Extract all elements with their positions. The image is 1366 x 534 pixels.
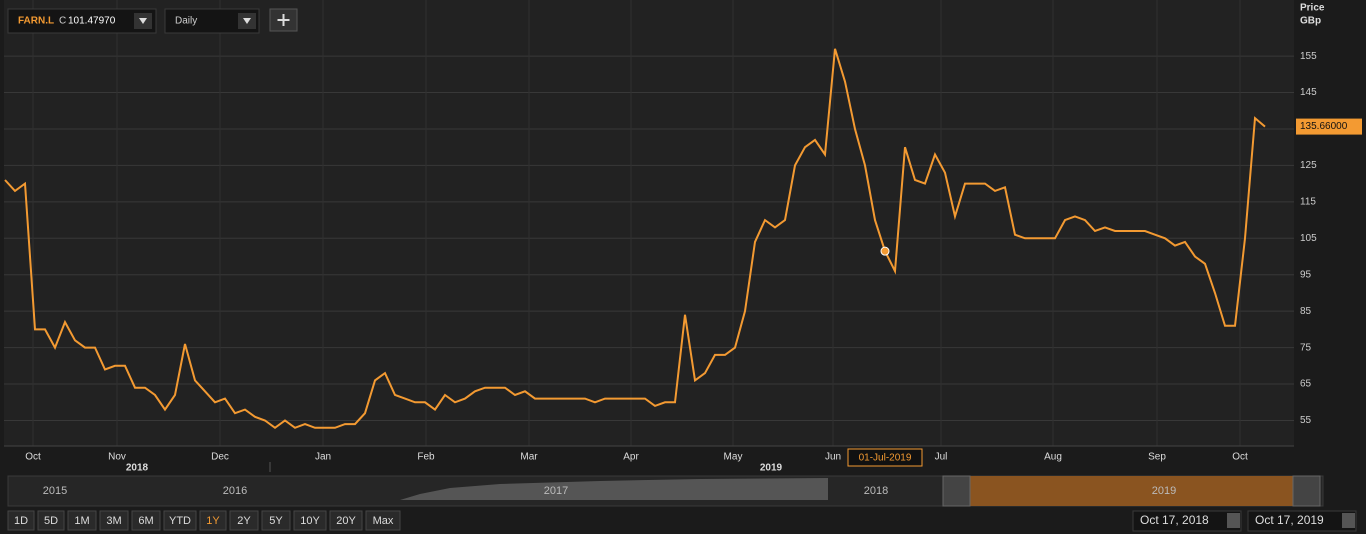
range-button-bg[interactable] (261, 510, 291, 531)
range-button[interactable]: 2Y (229, 510, 259, 531)
navigator-labels: 2015 2016 2017 2018 2019 (43, 485, 1176, 497)
navigator-year: 2015 (43, 485, 67, 497)
y-tick-label: 125 (1300, 160, 1317, 171)
range-button-label: 10Y (300, 515, 320, 527)
range-button-label: 3M (106, 515, 121, 527)
x-tick-label: Oct (1232, 452, 1248, 463)
close-prefix: C (59, 16, 66, 27)
y-tick-label: 55 (1300, 415, 1312, 426)
navigator-selection[interactable] (970, 476, 1293, 506)
y-axis-title: Price (1300, 3, 1325, 14)
navigator-year: 2016 (223, 485, 247, 497)
y-tick-label: 65 (1300, 379, 1312, 390)
interval: Daily (175, 16, 197, 27)
range-button[interactable]: 20Y (329, 510, 363, 531)
x-tick-label: Oct (25, 452, 41, 463)
x-tick-label: May (724, 452, 743, 463)
range-button-bg[interactable] (163, 510, 197, 531)
y-axis-unit: GBp (1300, 16, 1321, 27)
crosshair-date-box (847, 448, 923, 467)
range-button-label: 20Y (336, 515, 356, 527)
range-button-bg[interactable] (229, 510, 259, 531)
range-button-bg[interactable] (131, 510, 161, 531)
range-button[interactable]: 1D (7, 510, 35, 531)
last-price-box (1296, 118, 1362, 135)
x-tick-label: Sep (1148, 452, 1166, 463)
plus-icon (277, 14, 290, 26)
date-from-box[interactable] (1132, 510, 1242, 532)
x-tick-label: Jul (935, 452, 948, 463)
calendar-icon[interactable] (1227, 513, 1240, 528)
range-button-bg[interactable] (37, 510, 65, 531)
range-button[interactable]: 1Y (199, 510, 227, 531)
crosshair-point (880, 246, 890, 256)
close-value: 101.47970 (68, 16, 116, 27)
navigator-volume (400, 478, 828, 500)
range-button-label: Max (373, 515, 394, 527)
range-button[interactable]: 6M (131, 510, 161, 531)
range-button-label: 6M (138, 515, 153, 527)
y-tick-label: 145 (1300, 87, 1317, 98)
date-from: Oct 17, 2018 (1140, 513, 1209, 527)
x-tick-label: Jun (825, 452, 841, 463)
range-button-label: 1Y (206, 515, 220, 527)
year-label: 2019 (760, 463, 783, 474)
range-buttons: 1D 5D 1M 3M 6M YTD 1Y 2Y 5Y 10Y 20Y Max (7, 510, 401, 531)
crosshair-date: 01-Jul-2019 (859, 453, 912, 464)
range-button-label: 1D (14, 515, 28, 527)
dropdown-arrow (139, 18, 147, 24)
date-to: Oct 17, 2019 (1255, 513, 1324, 527)
x-tick-label: Nov (108, 452, 126, 463)
y-tick-label: 85 (1300, 306, 1312, 317)
navigator-year: 2017 (544, 485, 568, 497)
range-button[interactable]: 5D (37, 510, 65, 531)
x-tick-label: Aug (1044, 452, 1062, 463)
range-button[interactable]: YTD (163, 510, 197, 531)
plot-area (4, 0, 1294, 446)
navigator-year: 2019 (1152, 485, 1176, 497)
x-tick-label: Mar (520, 452, 538, 463)
y-tick-label: 75 (1300, 342, 1312, 353)
range-button[interactable]: 10Y (293, 510, 327, 531)
x-tick-label: Apr (623, 452, 639, 463)
range-button[interactable]: Max (365, 510, 401, 531)
x-tick-label: Jan (315, 452, 331, 463)
date-to-box[interactable] (1247, 510, 1357, 532)
range-button-bg[interactable] (7, 510, 35, 531)
range-button-bg[interactable] (293, 510, 327, 531)
navigator-handle[interactable] (1292, 475, 1321, 507)
ticker: FARN.L (18, 16, 54, 27)
grid (4, 0, 1294, 446)
range-button[interactable]: 3M (99, 510, 129, 531)
range-button-bg[interactable] (365, 510, 401, 531)
y-tick-label: 115 (1300, 197, 1316, 208)
year-label: 2018 (126, 463, 149, 474)
range-button-label: 2Y (237, 515, 251, 527)
price-line (4, 48, 1266, 430)
navigator-handle[interactable] (942, 475, 971, 507)
range-button[interactable]: 1M (67, 510, 97, 531)
range-button-bg[interactable] (329, 510, 363, 531)
range-button-label: 1M (74, 515, 89, 527)
range-button[interactable]: 5Y (261, 510, 291, 531)
range-button-label: 5Y (269, 515, 283, 527)
range-button-bg[interactable] (199, 510, 227, 531)
dropdown-arrow (243, 18, 251, 24)
symbol-box[interactable] (7, 8, 157, 34)
x-tick-label: Feb (417, 452, 435, 463)
last-price: 135.66000 (1300, 121, 1348, 132)
range-button-bg[interactable] (99, 510, 129, 531)
range-button-bg[interactable] (67, 510, 97, 531)
y-tick-label: 105 (1300, 233, 1317, 244)
x-tick-label: Dec (211, 452, 229, 463)
navigator-year: 2018 (864, 485, 888, 497)
y-tick-label: 95 (1300, 269, 1312, 280)
range-button-label: YTD (169, 515, 191, 527)
range-button-label: 5D (44, 515, 58, 527)
y-tick-label: 155 (1300, 51, 1317, 62)
calendar-icon[interactable] (1342, 513, 1355, 528)
